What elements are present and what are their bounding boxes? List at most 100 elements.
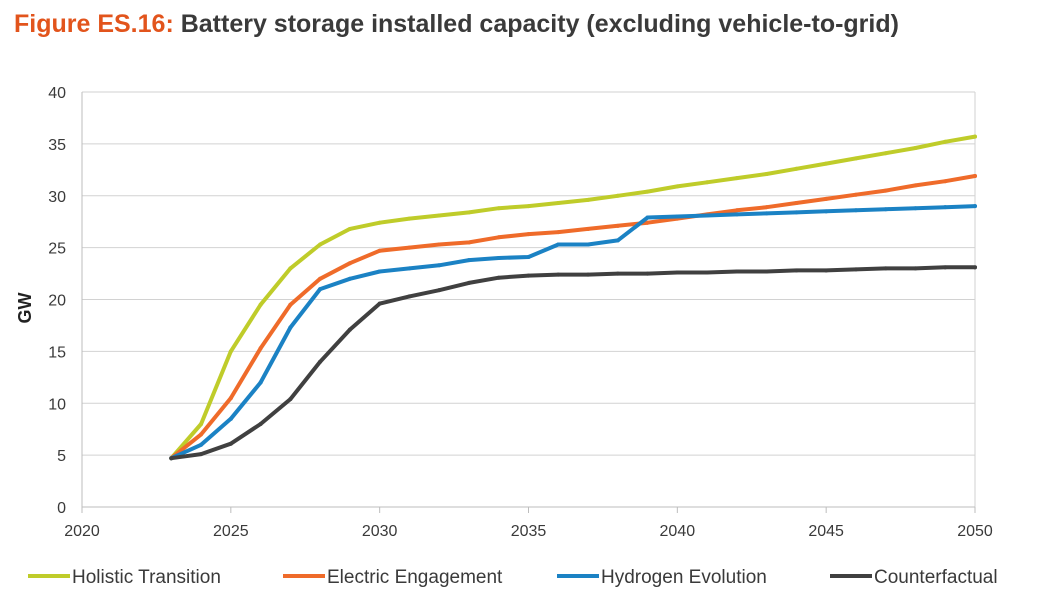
x-tick-label-2040: 2040 [660, 523, 696, 540]
data-point-holistic-transition-2050 [973, 134, 977, 139]
data-point-holistic-transition-2040 [675, 184, 680, 189]
data-point-holistic-transition-2048 [913, 146, 918, 151]
data-point-hydrogen-evolution-2026 [258, 380, 263, 385]
y-tick-label-10: 10 [48, 396, 66, 413]
data-point-hydrogen-evolution-2048 [913, 206, 918, 211]
series-line-holistic-transition [169, 134, 977, 461]
data-point-hydrogen-evolution-2030 [377, 269, 382, 274]
data-point-counterfactual-2047 [883, 266, 888, 271]
data-point-counterfactual-2035 [526, 273, 531, 278]
x-tick-label-2050: 2050 [957, 523, 993, 540]
y-tick-label-5: 5 [57, 448, 66, 465]
data-point-electric-engagement-2044 [794, 201, 799, 206]
data-point-electric-engagement-2031 [407, 245, 412, 250]
data-point-hydrogen-evolution-2043 [764, 211, 769, 216]
data-point-hydrogen-evolution-2038 [615, 238, 620, 243]
x-tick-label-2020: 2020 [64, 523, 100, 540]
data-point-electric-engagement-2028 [318, 276, 323, 281]
data-point-counterfactual-2046 [853, 267, 858, 272]
data-point-hydrogen-evolution-2025 [228, 416, 233, 421]
data-point-holistic-transition-2034 [496, 206, 501, 211]
data-point-holistic-transition-2049 [943, 139, 948, 144]
legend-label-hydrogen-evolution: Hydrogen Evolution [601, 567, 767, 588]
data-point-holistic-transition-2046 [853, 156, 858, 161]
y-tick-label-30: 30 [48, 189, 66, 206]
chart-title: Figure ES.16: Battery storage installed … [14, 10, 899, 39]
data-point-holistic-transition-2038 [615, 193, 620, 198]
data-point-holistic-transition-2045 [824, 161, 829, 166]
data-point-counterfactual-2026 [258, 422, 263, 426]
data-point-electric-engagement-2026 [258, 346, 263, 351]
data-point-hydrogen-evolution-2044 [794, 210, 799, 215]
data-point-hydrogen-evolution-2045 [824, 209, 829, 214]
x-tick-label-2035: 2035 [511, 523, 547, 540]
data-point-counterfactual-2031 [407, 294, 412, 299]
data-point-electric-engagement-2045 [824, 196, 829, 201]
x-tick-label-2045: 2045 [808, 523, 844, 540]
data-point-counterfactual-2027 [288, 397, 293, 402]
data-point-electric-engagement-2039 [645, 220, 650, 225]
y-tick-label-0: 0 [57, 500, 66, 517]
data-point-holistic-transition-2031 [407, 216, 412, 221]
data-point-counterfactual-2038 [615, 271, 620, 276]
y-tick-label-15: 15 [48, 344, 66, 361]
data-point-hydrogen-evolution-2049 [943, 205, 948, 210]
data-point-electric-engagement-2049 [943, 179, 948, 184]
data-point-electric-engagement-2034 [496, 235, 501, 240]
data-point-holistic-transition-2025 [228, 349, 233, 354]
data-point-hydrogen-evolution-2041 [705, 213, 710, 218]
data-point-electric-engagement-2048 [913, 183, 918, 188]
data-point-electric-engagement-2030 [377, 248, 382, 253]
data-point-counterfactual-2036 [556, 272, 561, 277]
data-point-holistic-transition-2037 [586, 197, 591, 202]
data-point-electric-engagement-2050 [973, 174, 977, 179]
data-point-hydrogen-evolution-2034 [496, 256, 501, 260]
data-point-hydrogen-evolution-2028 [318, 287, 323, 292]
y-tick-label-25: 25 [48, 241, 66, 258]
figure-number: Figure ES.16: [14, 10, 174, 38]
x-tick-label-2025: 2025 [213, 523, 249, 540]
data-point-counterfactual-2028 [318, 359, 323, 364]
data-point-counterfactual-2049 [943, 265, 948, 270]
data-point-electric-engagement-2036 [556, 230, 561, 235]
data-point-electric-engagement-2038 [615, 223, 620, 228]
legend-label-counterfactual: Counterfactual [874, 567, 998, 588]
data-point-electric-engagement-2029 [347, 261, 352, 266]
data-point-counterfactual-2030 [377, 301, 382, 306]
data-point-holistic-transition-2030 [377, 220, 382, 225]
data-point-hydrogen-evolution-2042 [734, 212, 739, 217]
data-point-hydrogen-evolution-2027 [288, 325, 293, 330]
series-line-hydrogen-evolution [169, 204, 977, 461]
y-axis-label: GW [15, 292, 35, 323]
y-tick-label-20: 20 [48, 293, 66, 310]
data-point-counterfactual-2041 [705, 270, 710, 275]
data-point-counterfactual-2029 [347, 327, 352, 332]
data-point-counterfactual-2033 [466, 280, 471, 285]
series-line-electric-engagement [169, 174, 977, 461]
data-point-hydrogen-evolution-2037 [586, 242, 591, 247]
data-point-holistic-transition-2039 [645, 189, 650, 194]
data-point-holistic-transition-2033 [466, 210, 471, 215]
data-point-counterfactual-2045 [824, 268, 829, 273]
data-point-electric-engagement-2047 [883, 188, 888, 193]
data-point-hydrogen-evolution-2024 [199, 442, 204, 447]
data-point-counterfactual-2023 [169, 456, 174, 461]
data-point-hydrogen-evolution-2050 [973, 204, 977, 209]
data-point-hydrogen-evolution-2031 [407, 266, 412, 271]
figure-title: Battery storage installed capacity (excl… [180, 10, 899, 38]
data-point-holistic-transition-2044 [794, 166, 799, 171]
data-point-counterfactual-2042 [734, 269, 739, 274]
data-point-counterfactual-2043 [764, 269, 769, 274]
data-point-holistic-transition-2043 [764, 171, 769, 176]
data-point-electric-engagement-2032 [437, 242, 442, 247]
data-point-holistic-transition-2024 [199, 422, 204, 426]
data-point-counterfactual-2024 [199, 452, 204, 457]
data-point-holistic-transition-2041 [705, 180, 710, 185]
data-point-hydrogen-evolution-2033 [466, 258, 471, 263]
legend-label-electric-engagement: Electric Engagement [327, 567, 503, 588]
data-point-holistic-transition-2042 [734, 176, 739, 181]
legend-label-holistic-transition: Holistic Transition [72, 567, 221, 588]
data-point-electric-engagement-2043 [764, 205, 769, 210]
data-point-electric-engagement-2027 [288, 302, 293, 307]
data-point-electric-engagement-2024 [199, 432, 204, 437]
